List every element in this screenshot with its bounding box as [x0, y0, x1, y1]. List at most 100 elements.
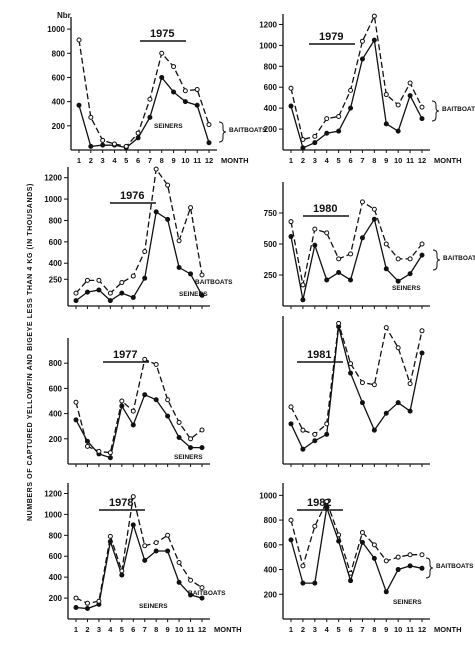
- seiners-point: [142, 275, 148, 281]
- y-tick-label: 400: [49, 410, 63, 419]
- y-tick-label: 600: [49, 552, 63, 561]
- panel-title: 1980: [313, 203, 337, 215]
- baitboats-point: [130, 408, 136, 414]
- baitboats-point: [324, 421, 330, 427]
- x-tick-label: 10: [394, 156, 402, 165]
- x-tick-label: 6: [131, 625, 135, 634]
- seiners-point: [300, 297, 306, 303]
- x-tick-label: 12: [198, 625, 206, 634]
- baitboats-line: [75, 358, 203, 454]
- seiners-label: SEINERS: [154, 123, 183, 130]
- baitboats-line: [290, 323, 423, 436]
- seiners-line: [290, 38, 423, 149]
- seiners-point: [130, 422, 136, 428]
- seiners-point: [107, 298, 113, 304]
- x-tick-label: 6: [136, 156, 140, 165]
- seiners-point: [312, 438, 318, 444]
- x-tick-label: 9: [384, 156, 388, 165]
- baitboats-point: [371, 382, 377, 388]
- seiners-point: [165, 216, 171, 222]
- seiners-point: [153, 397, 159, 403]
- seiners-point: [153, 209, 159, 215]
- x-tick-label: 7: [143, 625, 147, 634]
- baitboats-point: [359, 199, 365, 205]
- y-tick-label: 1000: [44, 195, 62, 204]
- seiners-point: [73, 298, 79, 304]
- baitboats-point: [324, 230, 330, 236]
- seiners-point: [348, 370, 354, 376]
- seiners-point: [359, 56, 365, 62]
- seiners-point: [107, 455, 113, 461]
- seiners-point: [407, 563, 413, 569]
- baitboats-point: [119, 398, 125, 404]
- seiners-point: [336, 128, 342, 134]
- baitboats-line: [290, 499, 422, 576]
- y-tick-label: 1200: [259, 20, 277, 29]
- baitboats-point: [188, 205, 194, 211]
- baitboats-point: [395, 554, 401, 560]
- y-unit-label: Nbr: [57, 11, 71, 20]
- seiners-point: [135, 135, 141, 141]
- baitboats-point: [383, 92, 389, 98]
- y-tick-label: 400: [264, 104, 278, 113]
- seiners-point: [206, 140, 212, 146]
- baitboats-point: [288, 517, 294, 523]
- baitboats-point: [84, 277, 90, 283]
- baitboats-label: BAITBOATS: [443, 255, 475, 262]
- x-tick-label: 3: [97, 625, 101, 634]
- brace-icon: [432, 249, 441, 271]
- seiners-point: [312, 242, 318, 248]
- x-tick-label: 12: [418, 156, 426, 165]
- seiners-point: [407, 271, 413, 277]
- panel-title: 1978: [109, 497, 133, 509]
- baitboats-point: [194, 87, 200, 93]
- x-tick-label: 1: [289, 156, 293, 165]
- seiners-point: [324, 130, 330, 136]
- x-tick-label: 5: [120, 625, 124, 634]
- seiners-point: [288, 537, 294, 543]
- baitboats-point: [371, 542, 377, 548]
- baitboats-line: [290, 200, 423, 286]
- seiners-point: [407, 93, 413, 99]
- seiners-point: [419, 116, 425, 122]
- x-axis-label: MONTH: [221, 156, 249, 165]
- brace-icon: [431, 100, 440, 122]
- baitboats-point: [130, 494, 136, 500]
- seiners-point: [176, 265, 182, 271]
- seiners-point: [300, 446, 306, 452]
- y-tick-label: 1200: [44, 174, 62, 183]
- baitboats-point: [100, 137, 106, 143]
- panel-title: 1981: [307, 349, 331, 361]
- brace-icon: [218, 121, 227, 143]
- seiners-point: [84, 606, 90, 612]
- seiners-point: [348, 277, 354, 283]
- y-tick-label: 200: [49, 435, 63, 444]
- seiners-point: [182, 99, 188, 105]
- seiners-point: [300, 580, 306, 586]
- seiners-point: [395, 567, 401, 573]
- seiners-point: [419, 565, 425, 571]
- y-tick-label: 500: [264, 240, 278, 249]
- x-tick-label: 8: [372, 625, 376, 634]
- seiners-point: [383, 410, 389, 416]
- baitboats-point: [395, 102, 401, 108]
- seiners-point: [73, 417, 79, 423]
- baitboats-point: [153, 540, 159, 546]
- x-tick-label: 8: [160, 156, 164, 165]
- baitboats-point: [300, 563, 306, 569]
- baitboats-point: [84, 443, 90, 449]
- baitboats-point: [407, 256, 413, 262]
- y-tick-label: 1000: [44, 510, 62, 519]
- baitboats-label: BAITBOATS: [195, 279, 233, 286]
- x-tick-label: 7: [360, 625, 364, 634]
- y-tick-label: 600: [52, 73, 66, 82]
- baitboats-point: [324, 499, 330, 505]
- x-tick-label: 7: [360, 156, 364, 165]
- baitboats-point: [300, 137, 306, 143]
- seiners-point: [165, 413, 171, 419]
- y-tick-label: 800: [264, 516, 278, 525]
- y-tick-label: 400: [264, 566, 278, 575]
- baitboats-point: [147, 96, 153, 102]
- x-tick-label: 4: [325, 625, 330, 634]
